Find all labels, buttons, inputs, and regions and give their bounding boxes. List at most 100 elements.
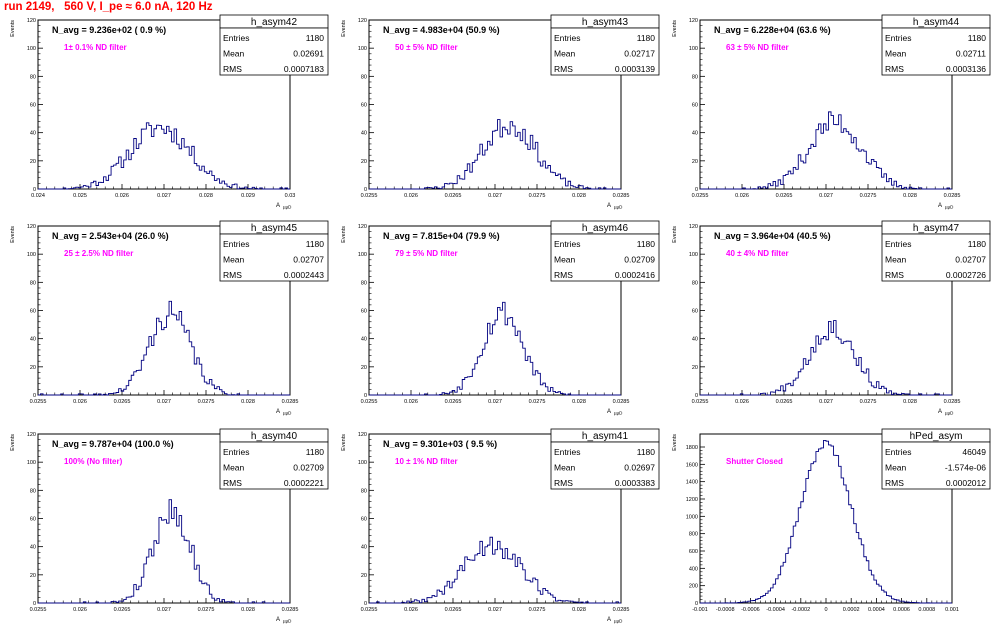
stats-value: 0.02707 bbox=[293, 255, 324, 265]
x-tick-label: 0.0285 bbox=[613, 193, 630, 199]
stats-box bbox=[219, 27, 329, 76]
y-tick-label: 0 bbox=[695, 393, 698, 399]
navg-annotation: N_avg = 7.815e+04 (79.9 %) bbox=[383, 231, 500, 241]
stats-label: Mean bbox=[223, 255, 245, 265]
stats-label: Entries bbox=[223, 33, 249, 43]
x-tick-label: 0.026 bbox=[735, 399, 749, 405]
x-tick-label: 0.0265 bbox=[776, 193, 793, 199]
y-tick-label: 0 bbox=[33, 187, 36, 193]
x-tick-label: 0.025 bbox=[73, 193, 87, 199]
x-tick-label: 0.026 bbox=[404, 399, 418, 405]
y-tick-label: 80 bbox=[692, 74, 698, 80]
y-tick-label: 120 bbox=[27, 224, 36, 230]
stats-label: Mean bbox=[223, 49, 245, 59]
x-axis-label-subscript: µµD bbox=[945, 205, 954, 210]
y-tick-label: 80 bbox=[361, 280, 367, 286]
y-tick-label: 20 bbox=[361, 573, 367, 579]
navg-annotation: N_avg = 2.543e+04 (26.0 %) bbox=[52, 231, 169, 241]
y-tick-label: 0 bbox=[364, 187, 367, 193]
stats-label: RMS bbox=[223, 478, 242, 488]
y-tick-label: 120 bbox=[358, 224, 367, 230]
histogram-panel-h-asym40: 0 20 40 60 80 100 120 0.0255 0.026 0.0265 0.027 0.0… bbox=[10, 428, 329, 624]
x-tick-label: 0.0285 bbox=[282, 399, 299, 405]
y-tick-label: 20 bbox=[30, 573, 36, 579]
filter-annotation: 50 ± 5% ND filter bbox=[395, 43, 458, 52]
y-tick-label: 20 bbox=[692, 159, 698, 165]
x-tick-label: 0.026 bbox=[73, 607, 87, 613]
stats-value: 0.0002443 bbox=[284, 270, 324, 280]
histogram-series bbox=[700, 439, 952, 604]
stats-label: Entries bbox=[885, 447, 911, 457]
x-tick-label: 0.0255 bbox=[30, 607, 47, 613]
y-tick-label: 100 bbox=[689, 252, 698, 258]
x-tick-label: 0.026 bbox=[73, 399, 87, 405]
y-tick-label: 40 bbox=[30, 131, 36, 137]
x-axis-label: A bbox=[276, 409, 280, 415]
x-axis-label-subscript: µµD bbox=[614, 411, 623, 416]
y-tick-label: 80 bbox=[30, 488, 36, 494]
x-tick-label: 0.027 bbox=[157, 607, 171, 613]
stats-label: Mean bbox=[223, 463, 245, 473]
histogram-series bbox=[369, 119, 621, 190]
filter-annotation: 10 ± 1% ND filter bbox=[395, 457, 458, 466]
x-tick-label: 0.027 bbox=[157, 193, 171, 199]
x-tick-label: 0.0285 bbox=[613, 607, 630, 613]
x-tick-label: 0.028 bbox=[572, 193, 586, 199]
x-tick-label: -0.0004 bbox=[766, 607, 785, 613]
x-axis-label-subscript: µµD bbox=[283, 411, 292, 416]
histogram-panel-h-asym46: 0 20 40 60 80 100 120 0.0255 0.026 0.0265 0.027 0.0… bbox=[341, 220, 660, 416]
y-tick-label: 100 bbox=[358, 46, 367, 52]
stats-value: 0.02709 bbox=[624, 255, 655, 265]
stats-value: 0.0002416 bbox=[615, 270, 655, 280]
navg-annotation: N_avg = 6.228e+04 (63.6 %) bbox=[714, 25, 831, 35]
x-tick-label: 0.03 bbox=[285, 193, 296, 199]
y-axis-label: Events bbox=[341, 20, 347, 37]
stats-value: 46049 bbox=[962, 447, 986, 457]
filter-annotation: 40 ± 4% ND filter bbox=[726, 249, 789, 258]
x-tick-label: 0.028 bbox=[903, 399, 917, 405]
y-tick-label: 40 bbox=[361, 337, 367, 343]
y-tick-label: 80 bbox=[692, 280, 698, 286]
filter-annotation: 100% (No filter) bbox=[64, 457, 123, 466]
stats-value: 0.0002221 bbox=[284, 478, 324, 488]
x-axis-label: A bbox=[607, 409, 611, 415]
y-tick-label: 100 bbox=[27, 46, 36, 52]
x-tick-label: 0.0275 bbox=[198, 607, 215, 613]
x-tick-label: 0.0265 bbox=[445, 193, 462, 199]
navg-annotation: N_avg = 3.964e+04 (40.5 %) bbox=[714, 231, 831, 241]
filter-annotation: Shutter Closed bbox=[726, 457, 783, 466]
x-tick-label: 0.0275 bbox=[860, 399, 877, 405]
y-tick-label: 0 bbox=[695, 187, 698, 193]
stats-value: 0.0003136 bbox=[946, 64, 986, 74]
x-tick-label: 0.027 bbox=[488, 607, 502, 613]
y-tick-label: 40 bbox=[30, 545, 36, 551]
y-tick-label: 100 bbox=[358, 252, 367, 258]
stats-label: Entries bbox=[223, 239, 249, 249]
x-axis-label-subscript: µµD bbox=[614, 619, 623, 624]
histogram-panel-hped-asym: 0 200 400 600 800 1000 1200 1400 1600 1800 -0.001 -… bbox=[672, 428, 991, 613]
x-tick-label: 0.024 bbox=[31, 193, 45, 199]
y-tick-label: 0 bbox=[33, 601, 36, 607]
y-axis-label: Events bbox=[672, 434, 678, 451]
y-tick-label: 80 bbox=[361, 74, 367, 80]
x-tick-label: 0.0275 bbox=[529, 399, 546, 405]
x-tick-label: -0.0002 bbox=[791, 607, 810, 613]
y-tick-label: 120 bbox=[358, 18, 367, 24]
histogram-title: h_asym43 bbox=[582, 17, 629, 28]
stats-label: Entries bbox=[885, 33, 911, 43]
stats-label: Mean bbox=[885, 463, 907, 473]
y-tick-label: 40 bbox=[692, 337, 698, 343]
x-tick-label: 0.0255 bbox=[692, 193, 709, 199]
stats-label: Entries bbox=[554, 33, 580, 43]
x-tick-label: 0.028 bbox=[241, 399, 255, 405]
y-tick-label: 120 bbox=[689, 18, 698, 24]
histogram-title: h_asym42 bbox=[251, 17, 298, 28]
x-axis-label: A bbox=[938, 203, 942, 209]
stats-box bbox=[550, 27, 660, 76]
x-axis-label-subscript: µµD bbox=[614, 205, 623, 210]
y-tick-label: 60 bbox=[361, 517, 367, 523]
y-axis-label: Events bbox=[10, 434, 16, 451]
stats-value: 0.0007183 bbox=[284, 64, 324, 74]
stats-label: Entries bbox=[223, 447, 249, 457]
stats-label: RMS bbox=[223, 270, 242, 280]
